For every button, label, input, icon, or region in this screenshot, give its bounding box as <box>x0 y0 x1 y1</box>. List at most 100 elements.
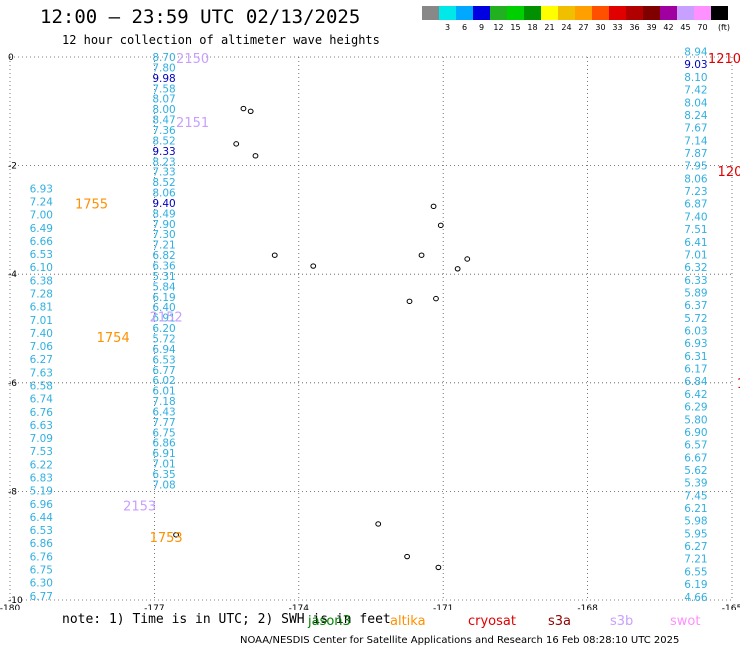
wave-height-value: 6.32 <box>684 262 707 274</box>
pass-number-label: 1208 <box>737 377 740 392</box>
legend-unit-label: (ft) <box>718 23 730 32</box>
wave-height-value: 9.98 <box>152 73 175 85</box>
wave-height-value: 6.17 <box>684 364 707 376</box>
island-icon <box>233 141 240 147</box>
wave-height-value: 6.90 <box>684 427 707 439</box>
wave-height-value: 6.33 <box>684 275 707 287</box>
wave-height-value: 7.33 <box>152 167 175 179</box>
wave-height-value: 6.58 <box>30 381 53 393</box>
color-legend: 3 6 9 12 15 18 21 24 27 30 33 36 39 42 45 70 (ft) <box>422 6 730 32</box>
y-tick-label: -4 <box>8 270 17 280</box>
wave-height-value: 6.96 <box>30 499 54 511</box>
legend-swatch <box>592 6 609 20</box>
mission-legend: jason3 altika cryosat s3a s3b swot <box>307 614 700 629</box>
wave-height-value: 6.31 <box>684 351 707 363</box>
wave-height-value: 8.24 <box>684 110 708 122</box>
wave-height-value: 7.08 <box>152 479 175 491</box>
wave-height-value: 7.40 <box>684 211 707 223</box>
wave-height-value: 7.23 <box>684 186 707 198</box>
pass-number-label: 2152 <box>150 311 183 326</box>
legend-swatch <box>541 6 558 20</box>
legend-swatch <box>507 6 524 20</box>
wave-height-value: 6.83 <box>30 472 53 484</box>
wave-height-value: 6.37 <box>684 300 707 312</box>
island-icon <box>437 222 444 229</box>
legend-tick-label: 42 <box>663 23 673 32</box>
legend-swatch <box>609 6 626 20</box>
wave-height-value: 7.01 <box>152 459 175 471</box>
wave-height-value: 5.39 <box>684 478 707 490</box>
wave-height-value: 6.67 <box>684 452 707 464</box>
pass-number-label: 2150 <box>176 52 209 67</box>
island-icon <box>454 266 461 272</box>
legend-swatch <box>439 6 456 20</box>
wave-height-value: 8.07 <box>152 94 175 106</box>
wave-height-value: 8.06 <box>152 188 176 200</box>
wave-height-value: 5.89 <box>684 287 707 299</box>
wave-height-value: 7.58 <box>152 83 175 95</box>
legend-tick-label: 6 <box>462 23 467 32</box>
wave-height-value: 6.03 <box>684 326 707 338</box>
wave-height-value: 7.00 <box>30 210 53 222</box>
x-tick-label: -180 <box>0 604 20 610</box>
wave-height-value: 6.86 <box>30 538 54 550</box>
wave-height-value: 6.75 <box>152 427 175 439</box>
y-tick-label: -10 <box>8 596 23 606</box>
island-icon <box>404 553 411 560</box>
wave-height-value: 5.80 <box>684 414 707 426</box>
wave-height-value: 7.28 <box>30 289 53 301</box>
island-icon <box>435 564 442 571</box>
wave-height-value: 6.49 <box>30 223 53 235</box>
island-icon <box>433 295 439 302</box>
wave-height-value: 8.00 <box>152 104 175 116</box>
wave-height-value: 6.42 <box>684 389 707 401</box>
wave-height-value: 8.23 <box>152 156 175 168</box>
wave-height-map: -180 -177 -174 -171 -168 -165 0 -2 -4 -6 -8 -10 8.70… <box>0 47 740 610</box>
wave-height-value: 6.20 <box>152 323 175 335</box>
wave-height-value: 6.40 <box>152 302 175 314</box>
wave-height-value: 5.95 <box>684 528 707 540</box>
wave-height-value: 6.63 <box>30 420 53 432</box>
island-icon <box>406 298 413 305</box>
footer-note: note: 1) Time is in UTC; 2) SWH is in fe… <box>62 612 391 627</box>
legend-tick-label: 18 <box>527 23 537 32</box>
wave-height-value: 7.06 <box>30 341 54 353</box>
legend-tick-label: 30 <box>595 23 605 32</box>
wave-height-value: 4.66 <box>684 592 708 604</box>
wave-height-value: 7.51 <box>684 224 707 236</box>
y-tick-label: -6 <box>8 379 17 389</box>
wave-height-value: 6.75 <box>30 564 53 576</box>
wave-height-value: 6.44 <box>30 512 54 524</box>
map-title: 12:00 — 23:59 UTC 02/13/2025 <box>40 6 361 28</box>
wave-height-value: 6.87 <box>684 199 707 211</box>
wave-height-value: 7.45 <box>684 490 707 502</box>
wave-height-value: 5.31 <box>152 271 175 283</box>
wave-height-value: 6.74 <box>30 394 54 406</box>
wave-height-value: 9.40 <box>152 198 175 210</box>
wave-height-value: 5.19 <box>30 486 53 498</box>
wave-height-value: 8.52 <box>152 177 175 189</box>
y-tick-label: -8 <box>8 487 17 497</box>
x-tick-label: -174 <box>289 604 310 610</box>
wave-height-value: 9.03 <box>684 59 707 71</box>
mission-label: altika <box>390 614 426 629</box>
wave-height-value: 7.63 <box>30 367 53 379</box>
legend-tick-label: 70 <box>697 23 707 32</box>
wave-height-value: 5.72 <box>152 333 175 345</box>
wave-height-value: 6.43 <box>152 406 175 418</box>
pass-number-label: 1753 <box>150 531 183 546</box>
wave-height-value: 6.01 <box>152 386 175 398</box>
wave-height-value: 8.47 <box>152 115 175 127</box>
wave-height-value: 7.18 <box>152 396 175 408</box>
island-icon <box>310 263 317 269</box>
legend-swatch <box>694 6 711 20</box>
wave-height-value: 6.77 <box>152 365 175 377</box>
legend-swatch <box>643 6 660 20</box>
wave-height-value: 6.41 <box>684 237 707 249</box>
pass-number-label: 1210 <box>708 52 740 67</box>
wave-height-value: 8.70 <box>152 52 175 64</box>
wave-height-value: 9.33 <box>152 146 175 158</box>
wave-height-value: 6.53 <box>30 249 53 261</box>
island-icon <box>430 203 437 210</box>
wave-height-value: 6.21 <box>684 503 707 515</box>
